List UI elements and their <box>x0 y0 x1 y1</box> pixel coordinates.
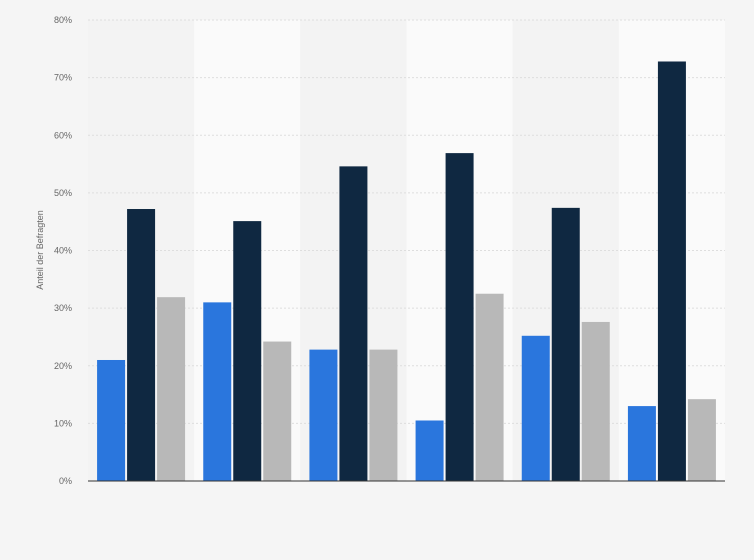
bar-group5-series3 <box>581 321 610 481</box>
bar-group4-series1 <box>415 420 444 481</box>
bar-group4-series3 <box>475 293 504 481</box>
bar-group4-series2 <box>445 153 474 481</box>
bar-group1-series3 <box>157 297 186 481</box>
y-tick-label-20: 20% <box>54 361 72 371</box>
bar-group2-series1 <box>203 302 232 481</box>
y-tick-label-10: 10% <box>54 418 72 428</box>
bar-group3-series3 <box>369 349 398 481</box>
bar-group3-series2 <box>339 166 368 481</box>
y-tick-label-60: 60% <box>54 130 72 140</box>
y-tick-label-40: 40% <box>54 246 72 256</box>
bar-group6-series2 <box>657 61 686 482</box>
y-tick-label-0: 0% <box>59 476 72 486</box>
y-tick-label-70: 70% <box>54 73 72 83</box>
bar-group2-series2 <box>233 221 262 481</box>
y-tick-label-50: 50% <box>54 188 72 198</box>
y-axis-ticks: 0% 10% 20% 30% 40% 50% 60% 70% 80% <box>54 15 72 486</box>
y-axis-title: Anteil der Befragten <box>35 210 45 290</box>
bars <box>97 61 716 482</box>
bar-group6-series1 <box>627 406 656 481</box>
bar-group5-series1 <box>521 335 550 481</box>
bar-group3-series1 <box>309 349 338 481</box>
bar-group1-series1 <box>97 359 126 481</box>
bar-group5-series2 <box>551 207 580 482</box>
y-tick-label-80: 80% <box>54 15 72 25</box>
y-tick-label-30: 30% <box>54 303 72 313</box>
bar-group1-series2 <box>127 209 156 481</box>
bar-group2-series3 <box>263 341 292 481</box>
bar-group6-series3 <box>687 399 716 481</box>
